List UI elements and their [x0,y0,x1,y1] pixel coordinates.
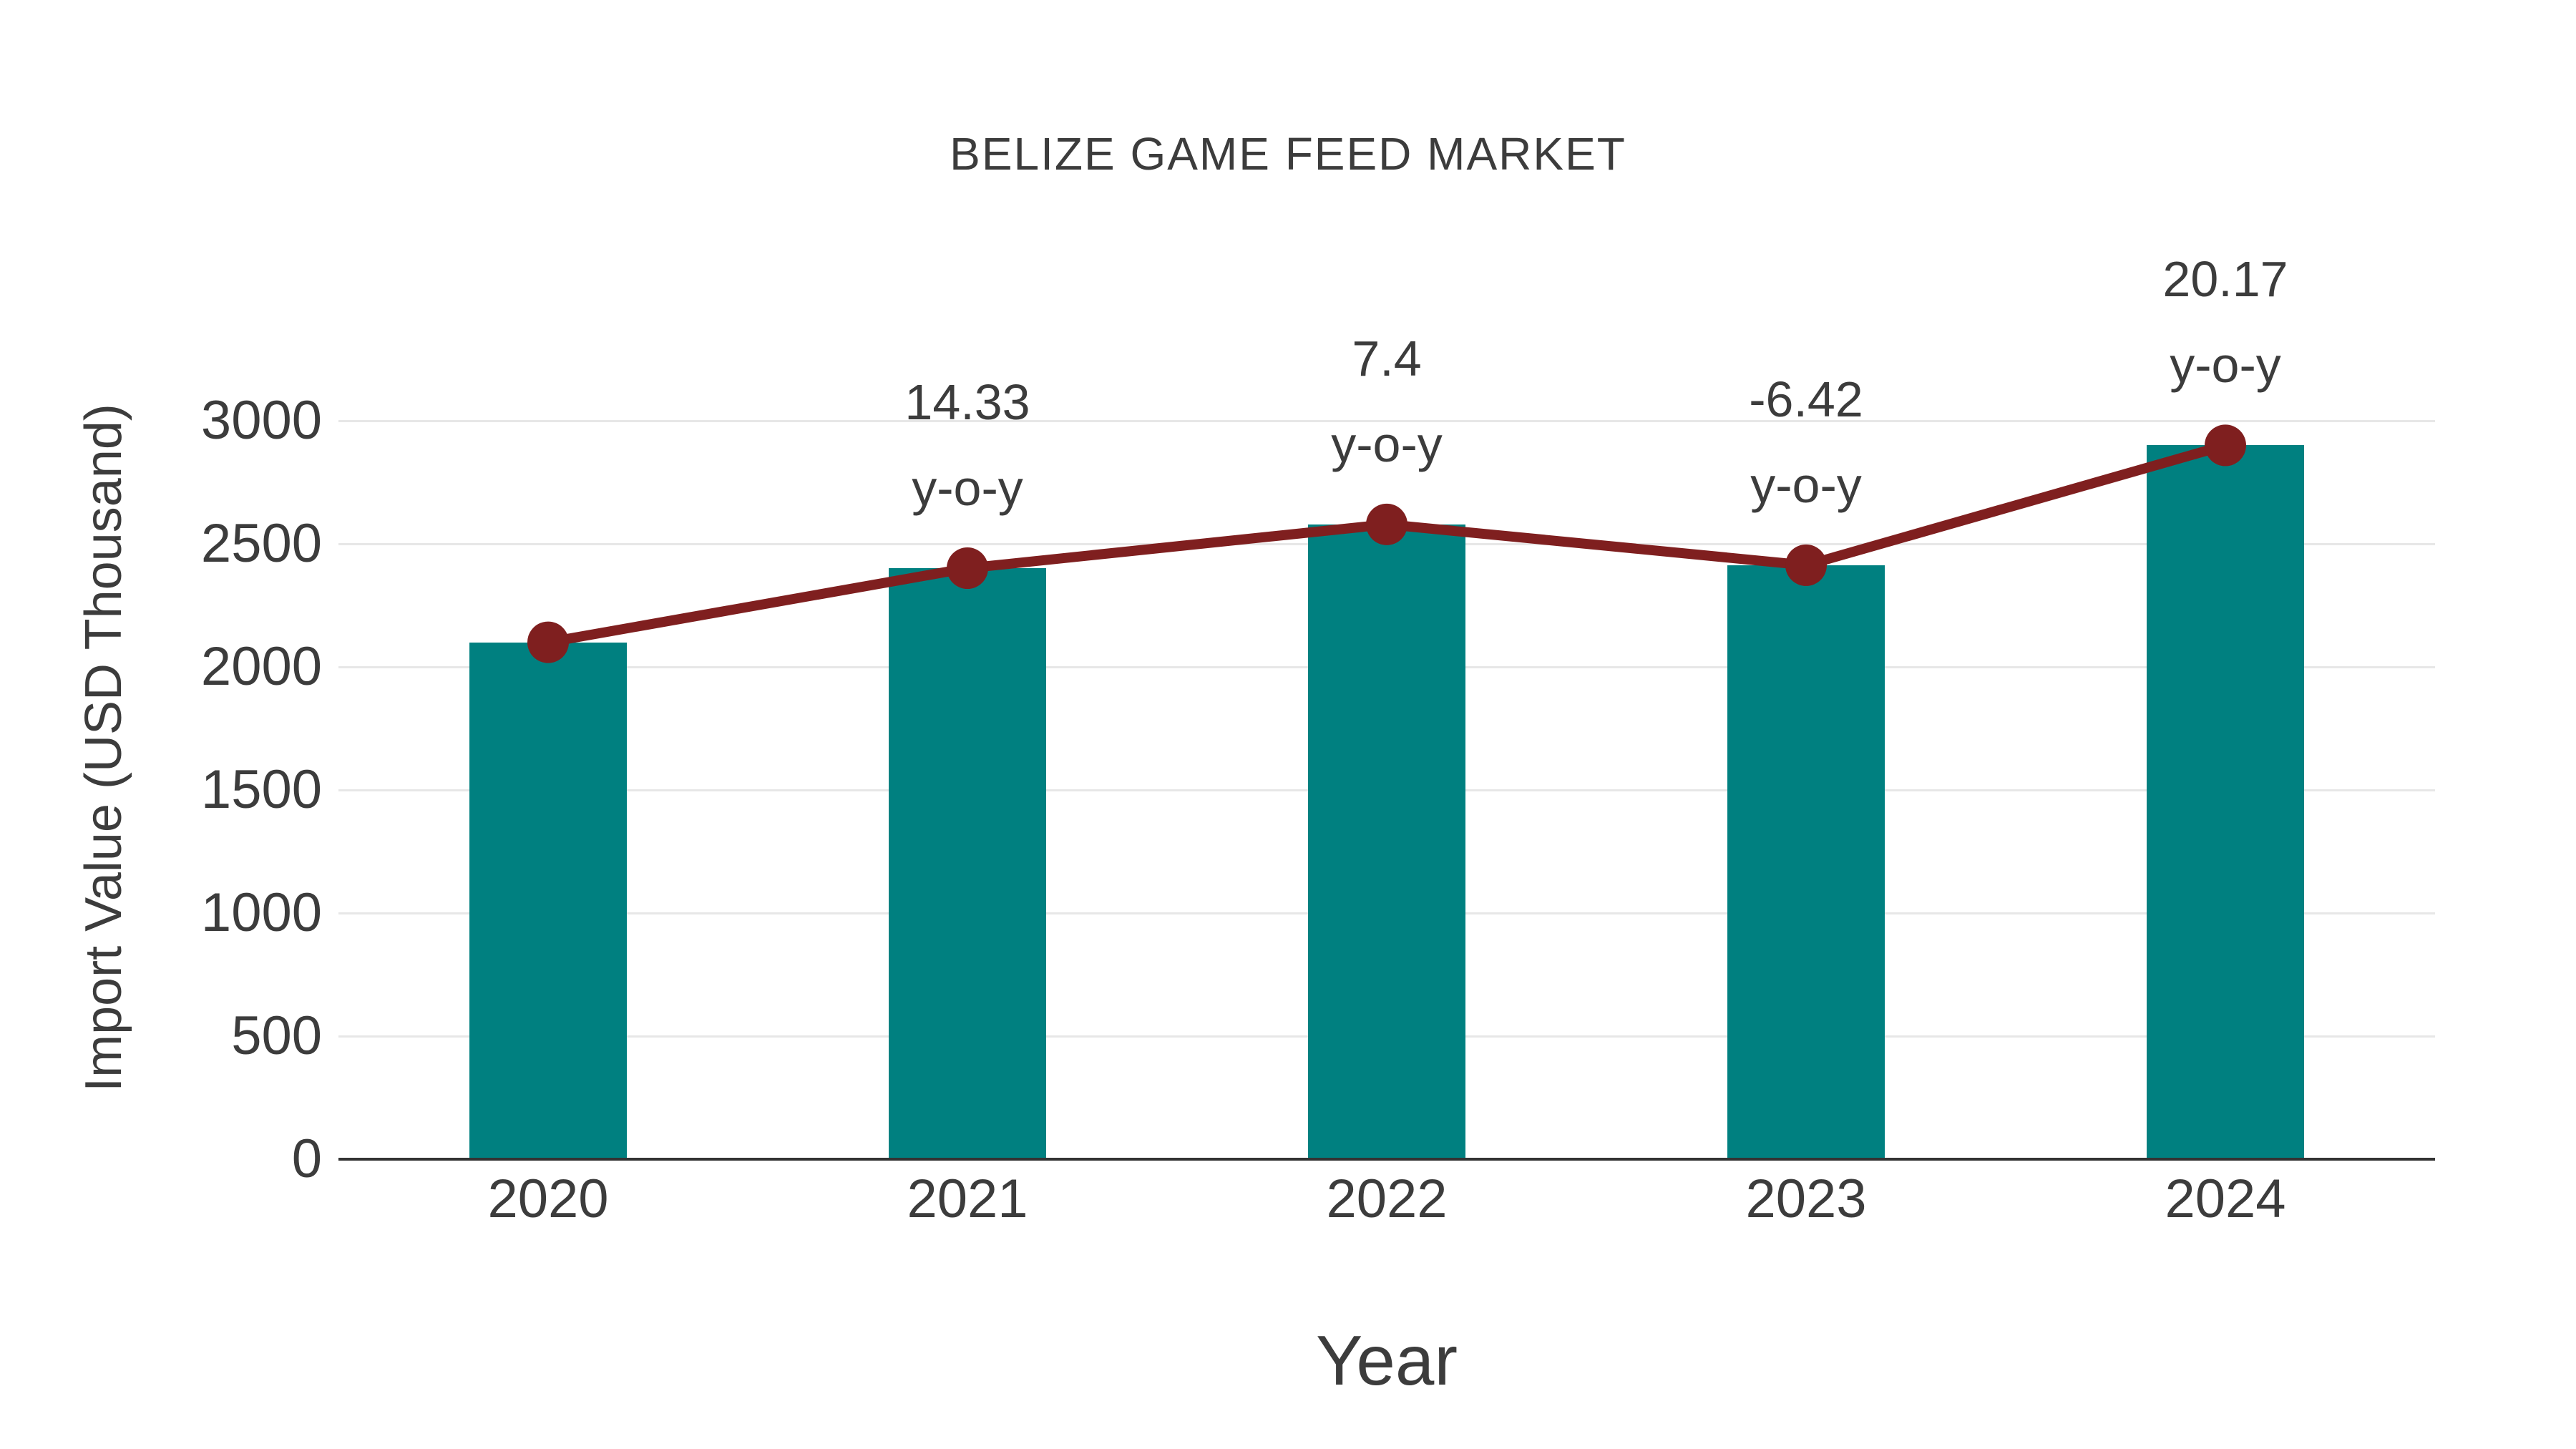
annotation-value: 14.33 [904,374,1030,431]
annotation-2023: -6.42 y-o-y [1749,356,1863,528]
line-marker-2021 [947,547,988,590]
line-marker-2023 [1785,544,1827,586]
line-series-layer [527,424,2246,663]
line-marker-2024 [2205,424,2246,467]
y-tick-label-2500: 2500 [200,513,322,574]
bar-2022 [1308,524,1465,1159]
x-axis-line [338,1158,2435,1161]
annotation-value: -6.42 [1749,371,1863,427]
annotation-suffix: y-o-y [1750,457,1862,513]
annotation-suffix: y-o-y [912,460,1023,517]
y-tick-label-0: 0 [291,1128,322,1189]
x-tick-label-2023: 2023 [1745,1169,1867,1229]
chart-title: BELIZE GAME FEED MARKET [950,128,1626,180]
y-tick-label-2000: 2000 [200,636,322,697]
bar-2020 [469,642,627,1159]
annotation-value: 7.4 [1352,330,1422,386]
x-tick-label-2021: 2021 [907,1169,1028,1229]
annotation-2022: 7.4 y-o-y [1331,316,1443,487]
x-tick-label-2024: 2024 [2165,1169,2286,1229]
y-tick-label-3000: 3000 [200,390,322,451]
annotation-suffix: y-o-y [2170,337,2281,394]
line-marker-2020 [527,621,569,663]
x-axis-title: Year [1315,1321,1458,1400]
annotation-2024: 20.17 y-o-y [2162,236,2288,408]
plot-area: 14.33 y-o-y 7.4 y-o-y -6.42 y-o-y 20.17 y-o-y [338,251,2435,1159]
annotation-value: 20.17 [2162,251,2288,308]
y-axis-title: Import Value (USD Thousand) [75,404,132,1092]
gridline-3000 [338,419,2435,422]
x-tick-label-2020: 2020 [487,1169,609,1229]
line-marker-2022 [1366,503,1407,545]
bar-2021 [889,568,1046,1159]
bar-2023 [1727,565,1885,1159]
annotation-2021: 14.33 y-o-y [904,359,1030,531]
annotation-suffix: y-o-y [1331,416,1443,472]
y-tick-label-1000: 1000 [200,882,322,943]
y-tick-label-500: 500 [231,1005,322,1066]
y-tick-label-1500: 1500 [200,759,322,820]
bar-2024 [2147,445,2304,1159]
x-tick-label-2022: 2022 [1326,1169,1448,1229]
